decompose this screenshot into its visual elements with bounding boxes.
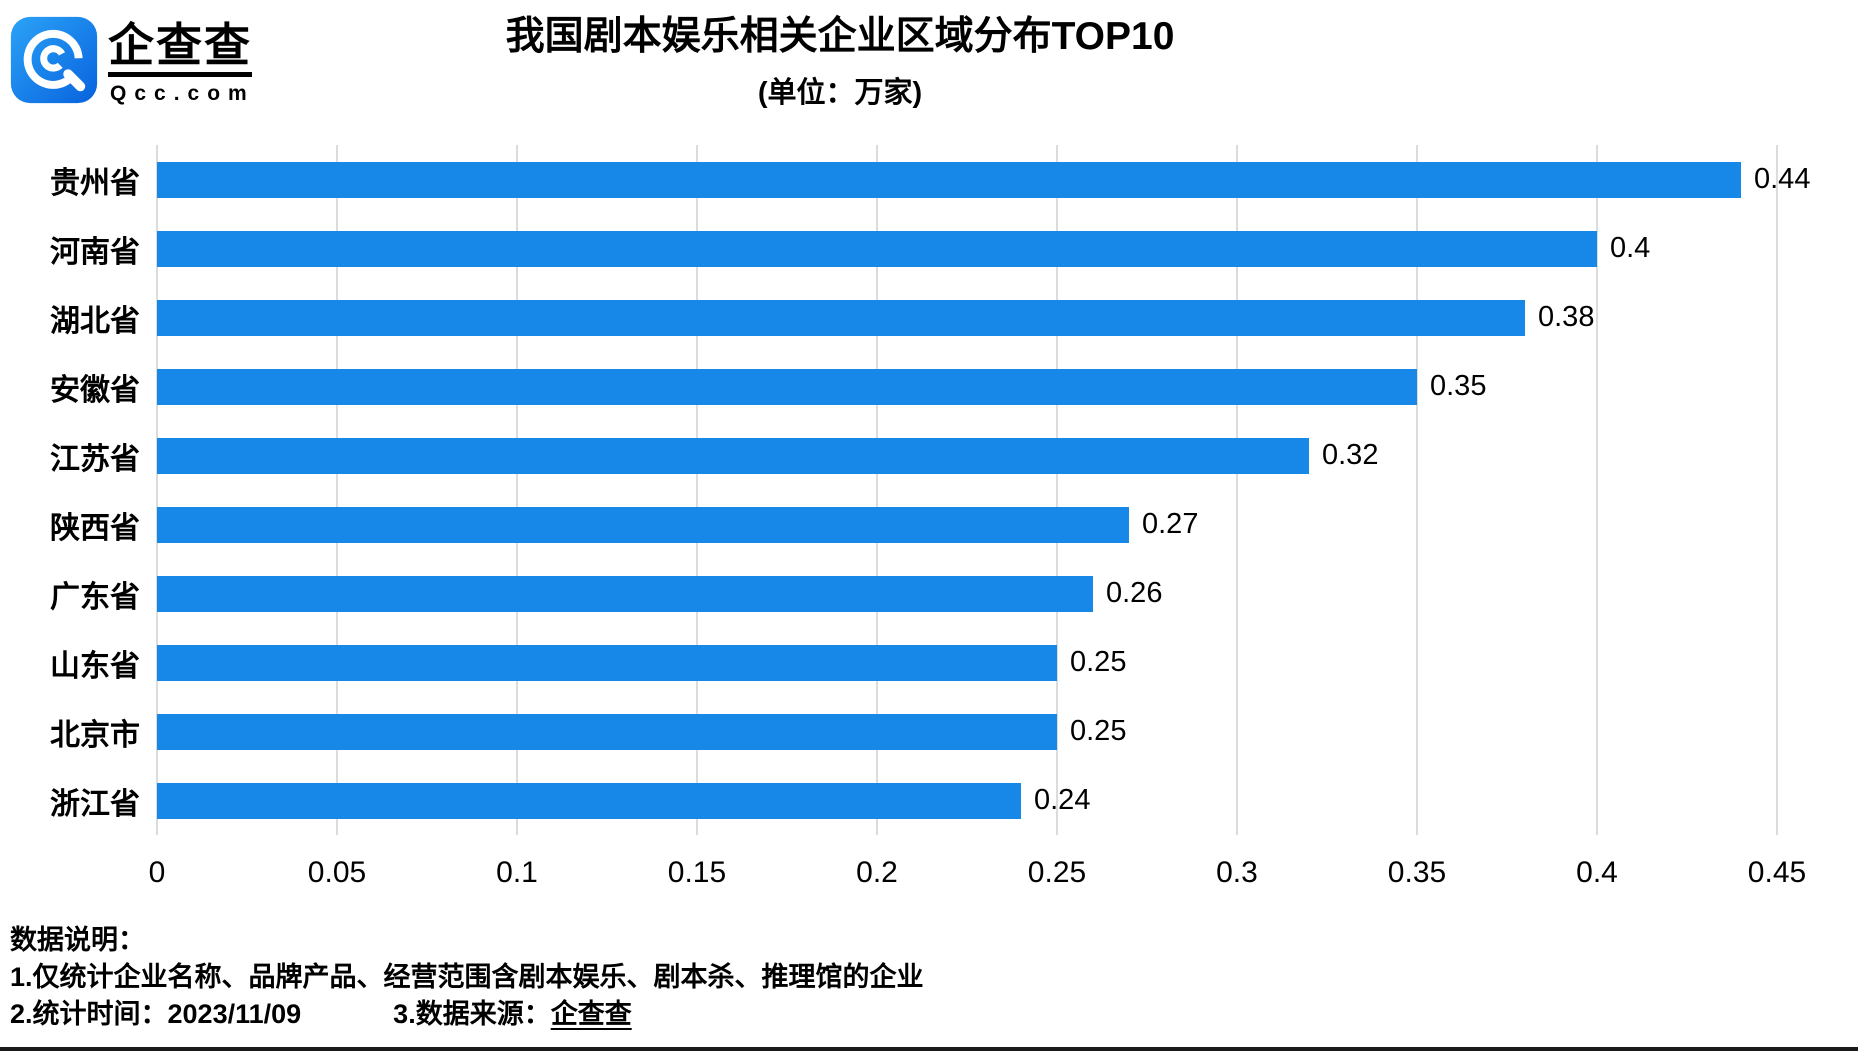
category-label: 贵州省 [50,166,140,200]
gridline [1776,145,1778,835]
category-label: 河南省 [50,235,140,269]
x-tick-label: 0.3 [1216,856,1258,889]
bar-row: 陕西省 0.27 [50,490,1777,559]
bar-row: 安徽省 0.35 [50,352,1777,421]
category-label: 北京市 [50,718,140,752]
gridline [1235,145,1238,835]
bar [157,230,1597,267]
category-label: 安徽省 [50,373,140,407]
x-tick-label: 0.45 [1747,856,1807,889]
category-label: 江苏省 [50,442,140,476]
bar-value: 0.32 [1322,439,1379,471]
bar [157,713,1057,750]
bar-row: 山东省 0.25 [50,628,1777,697]
x-axis: 0 0.05 0.1 0.15 0.2 0.25 0.3 0.35 0.4 0.45 [149,856,1807,900]
gridline [876,145,878,835]
category-label: 陕西省 [50,511,140,545]
bar-row: 贵州省 0.44 [50,145,1810,214]
gridline [516,145,518,835]
x-tick-label: 0.2 [856,856,898,889]
plot-area: 贵州省 0.44 河南省 0.4 湖北省 0.38 安徽省 0.35 江苏省 0.32 陕西省 0.2… [50,145,1810,835]
bar [157,506,1129,543]
bar-value: 0.24 [1034,784,1091,816]
gridline [1596,145,1598,835]
bar [157,161,1741,198]
title-block: 我国剧本娱乐相关企业区域分布TOP10 (单位：万家) [0,14,1680,111]
bar-row: 北京市 0.25 [50,697,1777,766]
bar-value: 0.4 [1610,232,1651,264]
qcc-logo-text: 企查查 Qcc.com [108,22,255,106]
category-label: 浙江省 [50,787,140,821]
bar-row: 浙江省 0.24 [50,766,1777,835]
bar-row: 广东省 0.26 [50,559,1777,628]
qcc-domain: Qcc.com [110,82,255,105]
gridline [156,145,158,835]
bar-value: 0.25 [1070,646,1127,678]
bar-value: 0.27 [1142,508,1199,540]
gridline [336,145,338,835]
bar-value: 0.26 [1106,577,1163,609]
notes-line1: 1.仅统计企业名称、品牌产品、经营范围含剧本娱乐、剧本杀、推理馆的企业 [10,962,924,992]
data-notes: 数据说明： 1.仅统计企业名称、品牌产品、经营范围含剧本娱乐、剧本杀、推理馆的企… [10,922,924,1033]
bar-value: 0.35 [1430,370,1487,402]
bar [157,437,1309,474]
category-label: 山东省 [50,649,140,683]
bar-value: 0.25 [1070,715,1127,747]
qcc-logo-icon [10,16,98,104]
gridline [695,145,698,835]
bar [157,368,1417,405]
bar [157,575,1093,612]
bar [157,299,1525,336]
x-tick-label: 0 [148,856,166,889]
bar-row: 江苏省 0.32 [50,421,1777,490]
gridline [1416,145,1418,835]
bar-value: 0.44 [1754,163,1811,195]
qcc-brand-name: 企查查 [108,22,252,77]
x-tick-label: 0.4 [1576,856,1618,889]
notes-stat-date: 2.统计时间：2023/11/09 [10,999,302,1029]
bar-row: 河南省 0.4 [50,214,1777,283]
x-tick-label: 0.1 [496,856,538,889]
notes-source-label: 3.数据来源： [393,999,551,1029]
bar-row: 湖北省 0.38 [50,283,1777,352]
chart-subtitle: (单位：万家) [757,76,923,109]
notes-source-link[interactable]: 企查查 [550,999,632,1029]
category-label: 广东省 [50,580,140,614]
x-tick-label: 0.25 [1027,856,1087,889]
category-label: 湖北省 [50,304,140,338]
chart-title: 我国剧本娱乐相关企业区域分布TOP10 [505,15,1175,58]
notes-line2: 2.统计时间：2023/11/09 3.数据来源：企查查 [10,996,924,1033]
bar [157,782,1021,819]
bar [157,644,1057,681]
qcc-logo: 企查查 Qcc.com [10,16,255,106]
x-tick-label: 0.05 [307,856,367,889]
x-tick-label: 0.35 [1387,856,1447,889]
notes-heading: 数据说明： [10,925,145,955]
gridline [1056,145,1058,835]
bar-value: 0.38 [1538,301,1595,333]
bottom-divider [0,1047,1858,1051]
x-tick-label: 0.15 [667,856,727,889]
